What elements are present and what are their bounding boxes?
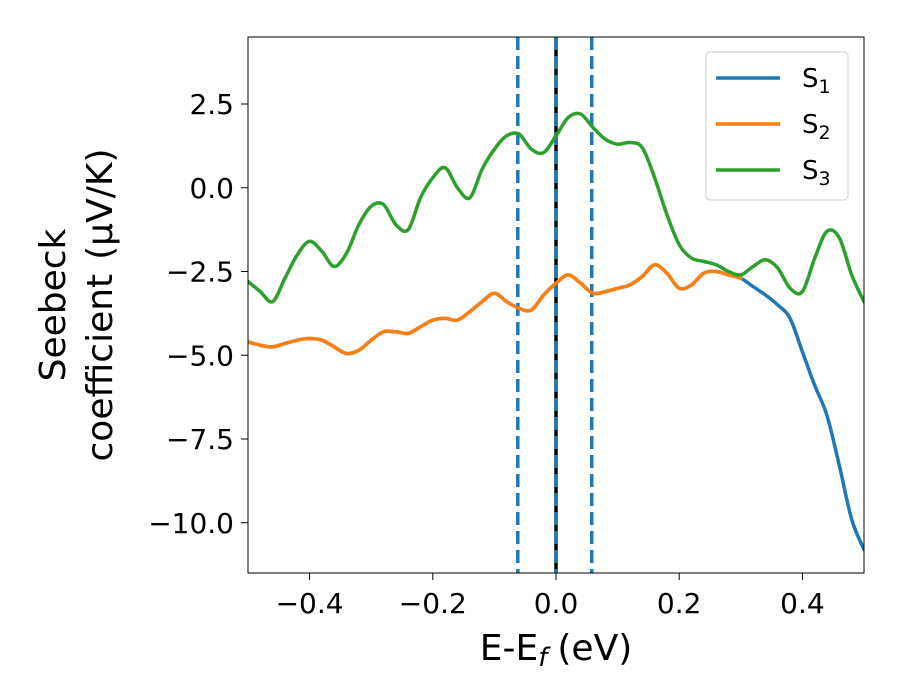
reference-lines — [516, 37, 594, 573]
x-axis-label-sub: f — [538, 643, 551, 673]
x-tick-label: −0.2 — [399, 587, 467, 620]
y-axis-label-coefficient: coefficient — [80, 274, 121, 462]
series-line-s2 — [248, 263, 743, 356]
x-tick-label: −0.4 — [276, 587, 344, 620]
y-axis-label-line1: Seebeck — [33, 228, 74, 381]
y-axis-label-line2: coefficient (μV/K) — [80, 148, 121, 461]
series-lines — [248, 111, 864, 552]
x-axis-label: E-Ef (eV) — [480, 628, 633, 673]
y-tick-label: 2.5 — [189, 88, 234, 121]
y-tick-label: −7.5 — [166, 423, 234, 456]
x-axis-ticks: −0.4 −0.2 0.0 0.2 0.4 — [276, 573, 825, 620]
legend-label-main: S — [802, 64, 819, 94]
y-tick-label: 0.0 — [189, 172, 234, 205]
legend-box — [705, 51, 849, 201]
y-axis-label-unit: (μV/K) — [80, 148, 121, 259]
x-tick-label: 0.4 — [780, 587, 825, 620]
legend-label-main: S — [802, 110, 819, 140]
y-tick-label: −5.0 — [166, 339, 234, 372]
legend-label: S1 — [802, 64, 831, 98]
x-axis-label-unit: (eV) — [557, 628, 632, 669]
legend-label-sub: 1 — [819, 76, 831, 98]
x-tick-label: 0.0 — [534, 587, 579, 620]
series-line-s3 — [248, 111, 864, 304]
y-tick-label: −2.5 — [166, 256, 234, 289]
x-axis-label-main: E-E — [480, 628, 538, 669]
legend-label-main: S — [802, 156, 819, 186]
x-tick-label: 0.2 — [657, 587, 702, 620]
legend-label: S2 — [802, 110, 831, 144]
legend-label: S3 — [802, 156, 831, 190]
legend-label-sub: 3 — [819, 168, 831, 190]
y-tick-label: −10.0 — [148, 507, 234, 540]
y-axis-ticks: 2.5 0.0 −2.5 −5.0 −7.5 −10.0 — [148, 88, 248, 540]
legend-label-sub: 2 — [819, 122, 831, 144]
